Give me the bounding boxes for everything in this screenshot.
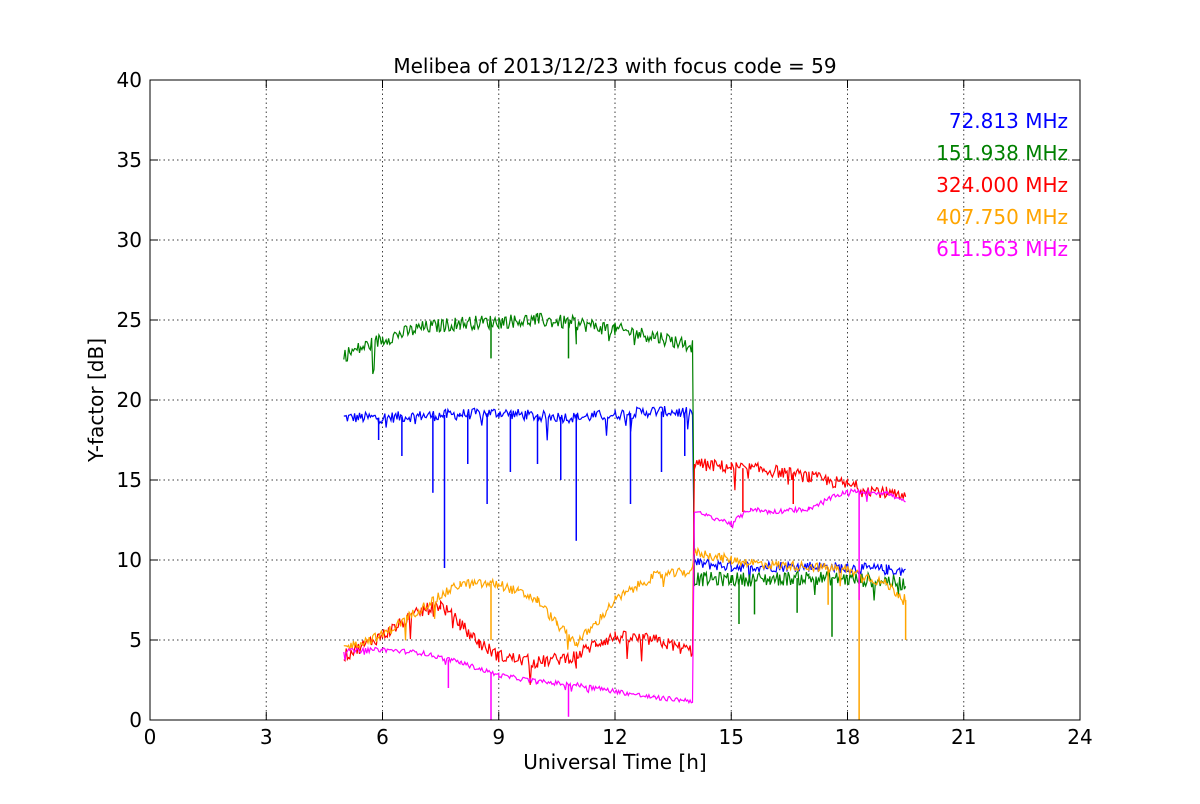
- legend-entry-3: 407.750 MHz: [936, 205, 1068, 229]
- series-layer: [343, 312, 907, 720]
- y-tick-label: 0: [129, 708, 142, 732]
- legend-entry-4: 611.563 MHz: [936, 237, 1068, 261]
- x-tick-label: 21: [951, 725, 976, 749]
- series-line-0: [343, 406, 906, 583]
- y-tick-label: 10: [117, 548, 142, 572]
- x-tick-label: 24: [1067, 725, 1092, 749]
- series-line-4: [343, 487, 906, 705]
- y-tick-label: 30: [117, 228, 142, 252]
- y-tick-label: 20: [117, 388, 142, 412]
- x-tick-label: 6: [376, 725, 389, 749]
- y-axis-label: Y-factor [dB]: [84, 338, 108, 463]
- legend-entry-1: 151.938 MHz: [936, 141, 1068, 165]
- x-tick-label: 15: [719, 725, 744, 749]
- x-tick-label: 0: [144, 725, 157, 749]
- series-line-1: [343, 312, 907, 601]
- series-line-2: [343, 458, 907, 685]
- legend-entry-0: 72.813 MHz: [949, 109, 1068, 133]
- series-line-3: [343, 546, 907, 651]
- x-tick-label: 3: [260, 725, 273, 749]
- x-tick-label: 18: [835, 725, 860, 749]
- x-tick-label: 9: [492, 725, 505, 749]
- y-tick-label: 35: [117, 148, 142, 172]
- chart-legend: 72.813 MHz 151.938 MHz 324.000 MHz 407.750 …: [936, 109, 1068, 261]
- tick-layer: 0 3 6 9 12 15 18 21 24 0 5 10 15 20 25 30 35 40: [117, 68, 1093, 749]
- y-tick-label: 25: [117, 308, 142, 332]
- y-tick-label: 40: [117, 68, 142, 92]
- y-tick-label: 5: [129, 628, 142, 652]
- grid-layer: [150, 80, 1080, 720]
- x-tick-label: 12: [602, 725, 627, 749]
- chart-title: Melibea of 2013/12/23 with focus code = …: [393, 54, 836, 78]
- legend-entry-2: 324.000 MHz: [936, 173, 1068, 197]
- y-tick-label: 15: [117, 468, 142, 492]
- x-axis-label: Universal Time [h]: [523, 750, 706, 774]
